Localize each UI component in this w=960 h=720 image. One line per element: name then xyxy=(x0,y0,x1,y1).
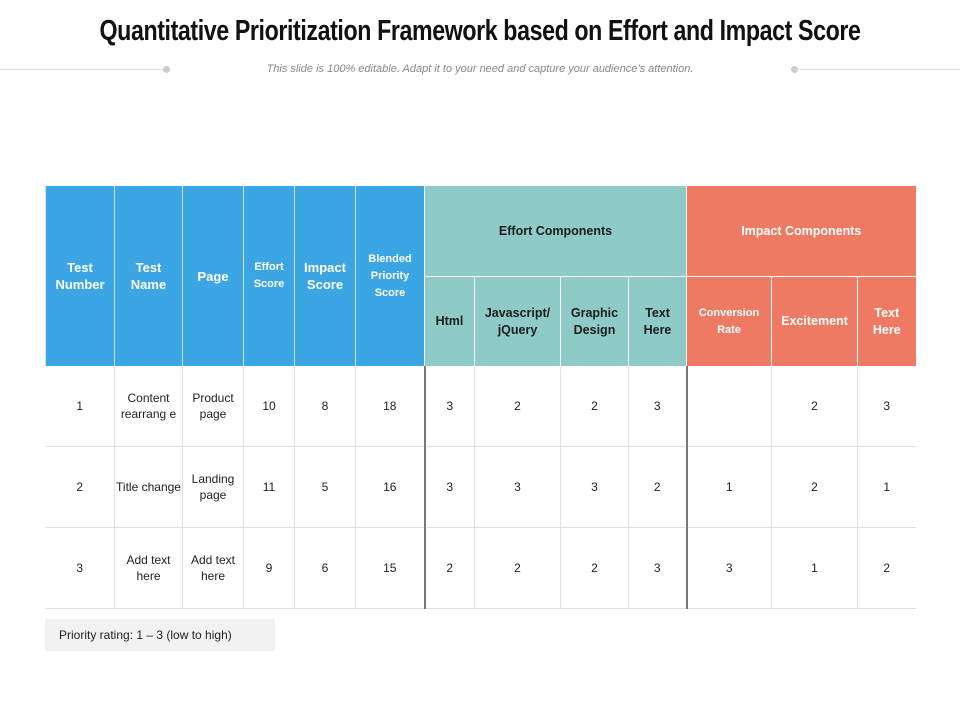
table-cell: Add text here xyxy=(182,527,244,609)
header-effort-components: Effort Components xyxy=(424,186,687,277)
table-cell: 1 xyxy=(771,527,858,609)
table-cell: 15 xyxy=(355,527,425,609)
subtitle: This slide is 100% editable. Adapt it to… xyxy=(266,63,694,75)
header-effort-score: Effort Score xyxy=(243,186,295,366)
prioritization-table: Test Number Test Name Page Effort Score … xyxy=(45,186,916,609)
table-cell: 3 xyxy=(856,366,916,447)
table-cell: 18 xyxy=(355,366,425,447)
header-test-number: Test Number xyxy=(45,186,115,366)
table-cell: 10 xyxy=(243,366,295,447)
header-blended-priority-score: Blended Priority Score xyxy=(355,186,425,366)
table-cell: Landing page xyxy=(182,446,244,528)
table-cell: 8 xyxy=(294,366,356,447)
table-cell: Add text here xyxy=(114,527,183,609)
divider-dot-right xyxy=(791,66,798,73)
table-cell: Title change xyxy=(114,446,183,528)
table-cell: 1 xyxy=(856,446,916,528)
table-cell: 3 xyxy=(474,446,561,528)
table-cell: 3 xyxy=(45,527,115,609)
divider-left xyxy=(0,69,165,70)
header-effort-text-here: Text Here xyxy=(628,276,687,366)
table-cell: 2 xyxy=(474,366,561,447)
header-graphic-design: Graphic Design xyxy=(560,276,629,366)
table-cell: 3 xyxy=(560,446,629,528)
table-cell xyxy=(685,366,772,447)
table-cell: 2 xyxy=(560,366,629,447)
header-test-name: Test Name xyxy=(114,186,183,366)
table-cell: 9 xyxy=(243,527,295,609)
table-cell: 16 xyxy=(355,446,425,528)
table-cell: 1 xyxy=(685,446,772,528)
header-impact-components: Impact Components xyxy=(685,186,916,277)
table-row: 1 Content rearrang e Product page 10 8 18 3 2 2 3… xyxy=(45,366,916,447)
table-cell: Content rearrang e xyxy=(114,366,183,447)
table-cell: 2 xyxy=(560,527,629,609)
priority-legend: Priority rating: 1 – 3 (low to high) xyxy=(45,619,275,651)
header-html: Html xyxy=(424,276,475,366)
table-cell: 2 xyxy=(856,527,916,609)
table-cell: 11 xyxy=(243,446,295,528)
table-cell: 3 xyxy=(628,527,687,609)
table-cell: 1 xyxy=(45,366,115,447)
header-javascript: Javascript/ jQuery xyxy=(474,276,561,366)
divider-right xyxy=(795,69,960,70)
table-row: 3 Add text here Add text here 9 6 15 2 2 2 3 3 1 2 xyxy=(45,527,916,609)
header-conversion-rate: Conversion Rate xyxy=(686,276,772,366)
table-cell: 3 xyxy=(628,366,687,447)
divider-dot-left xyxy=(163,66,170,73)
table-cell: 2 xyxy=(771,366,858,447)
table-cell: Product page xyxy=(182,366,244,447)
table-cell: 2 xyxy=(628,446,687,528)
table-row: 2 Title change Landing page 11 5 16 3 3 3 2 1 2 1 xyxy=(45,446,916,528)
page-title: Quantitative Prioritization Framework ba… xyxy=(99,15,861,47)
table-cell: 3 xyxy=(685,527,772,609)
table-cell: 6 xyxy=(294,527,356,609)
table-cell: 2 xyxy=(771,446,858,528)
table-cell: 3 xyxy=(423,366,475,447)
header-excitement: Excitement xyxy=(771,276,858,366)
header-impact-score: Impact Score xyxy=(294,186,356,366)
header-impact-text-here: Text Here xyxy=(856,276,916,366)
header-page: Page xyxy=(182,186,244,366)
table-cell: 2 xyxy=(45,446,115,528)
table-cell: 3 xyxy=(423,446,475,528)
table-cell: 2 xyxy=(474,527,561,609)
table-cell: 5 xyxy=(294,446,356,528)
table-cell: 2 xyxy=(423,527,475,609)
